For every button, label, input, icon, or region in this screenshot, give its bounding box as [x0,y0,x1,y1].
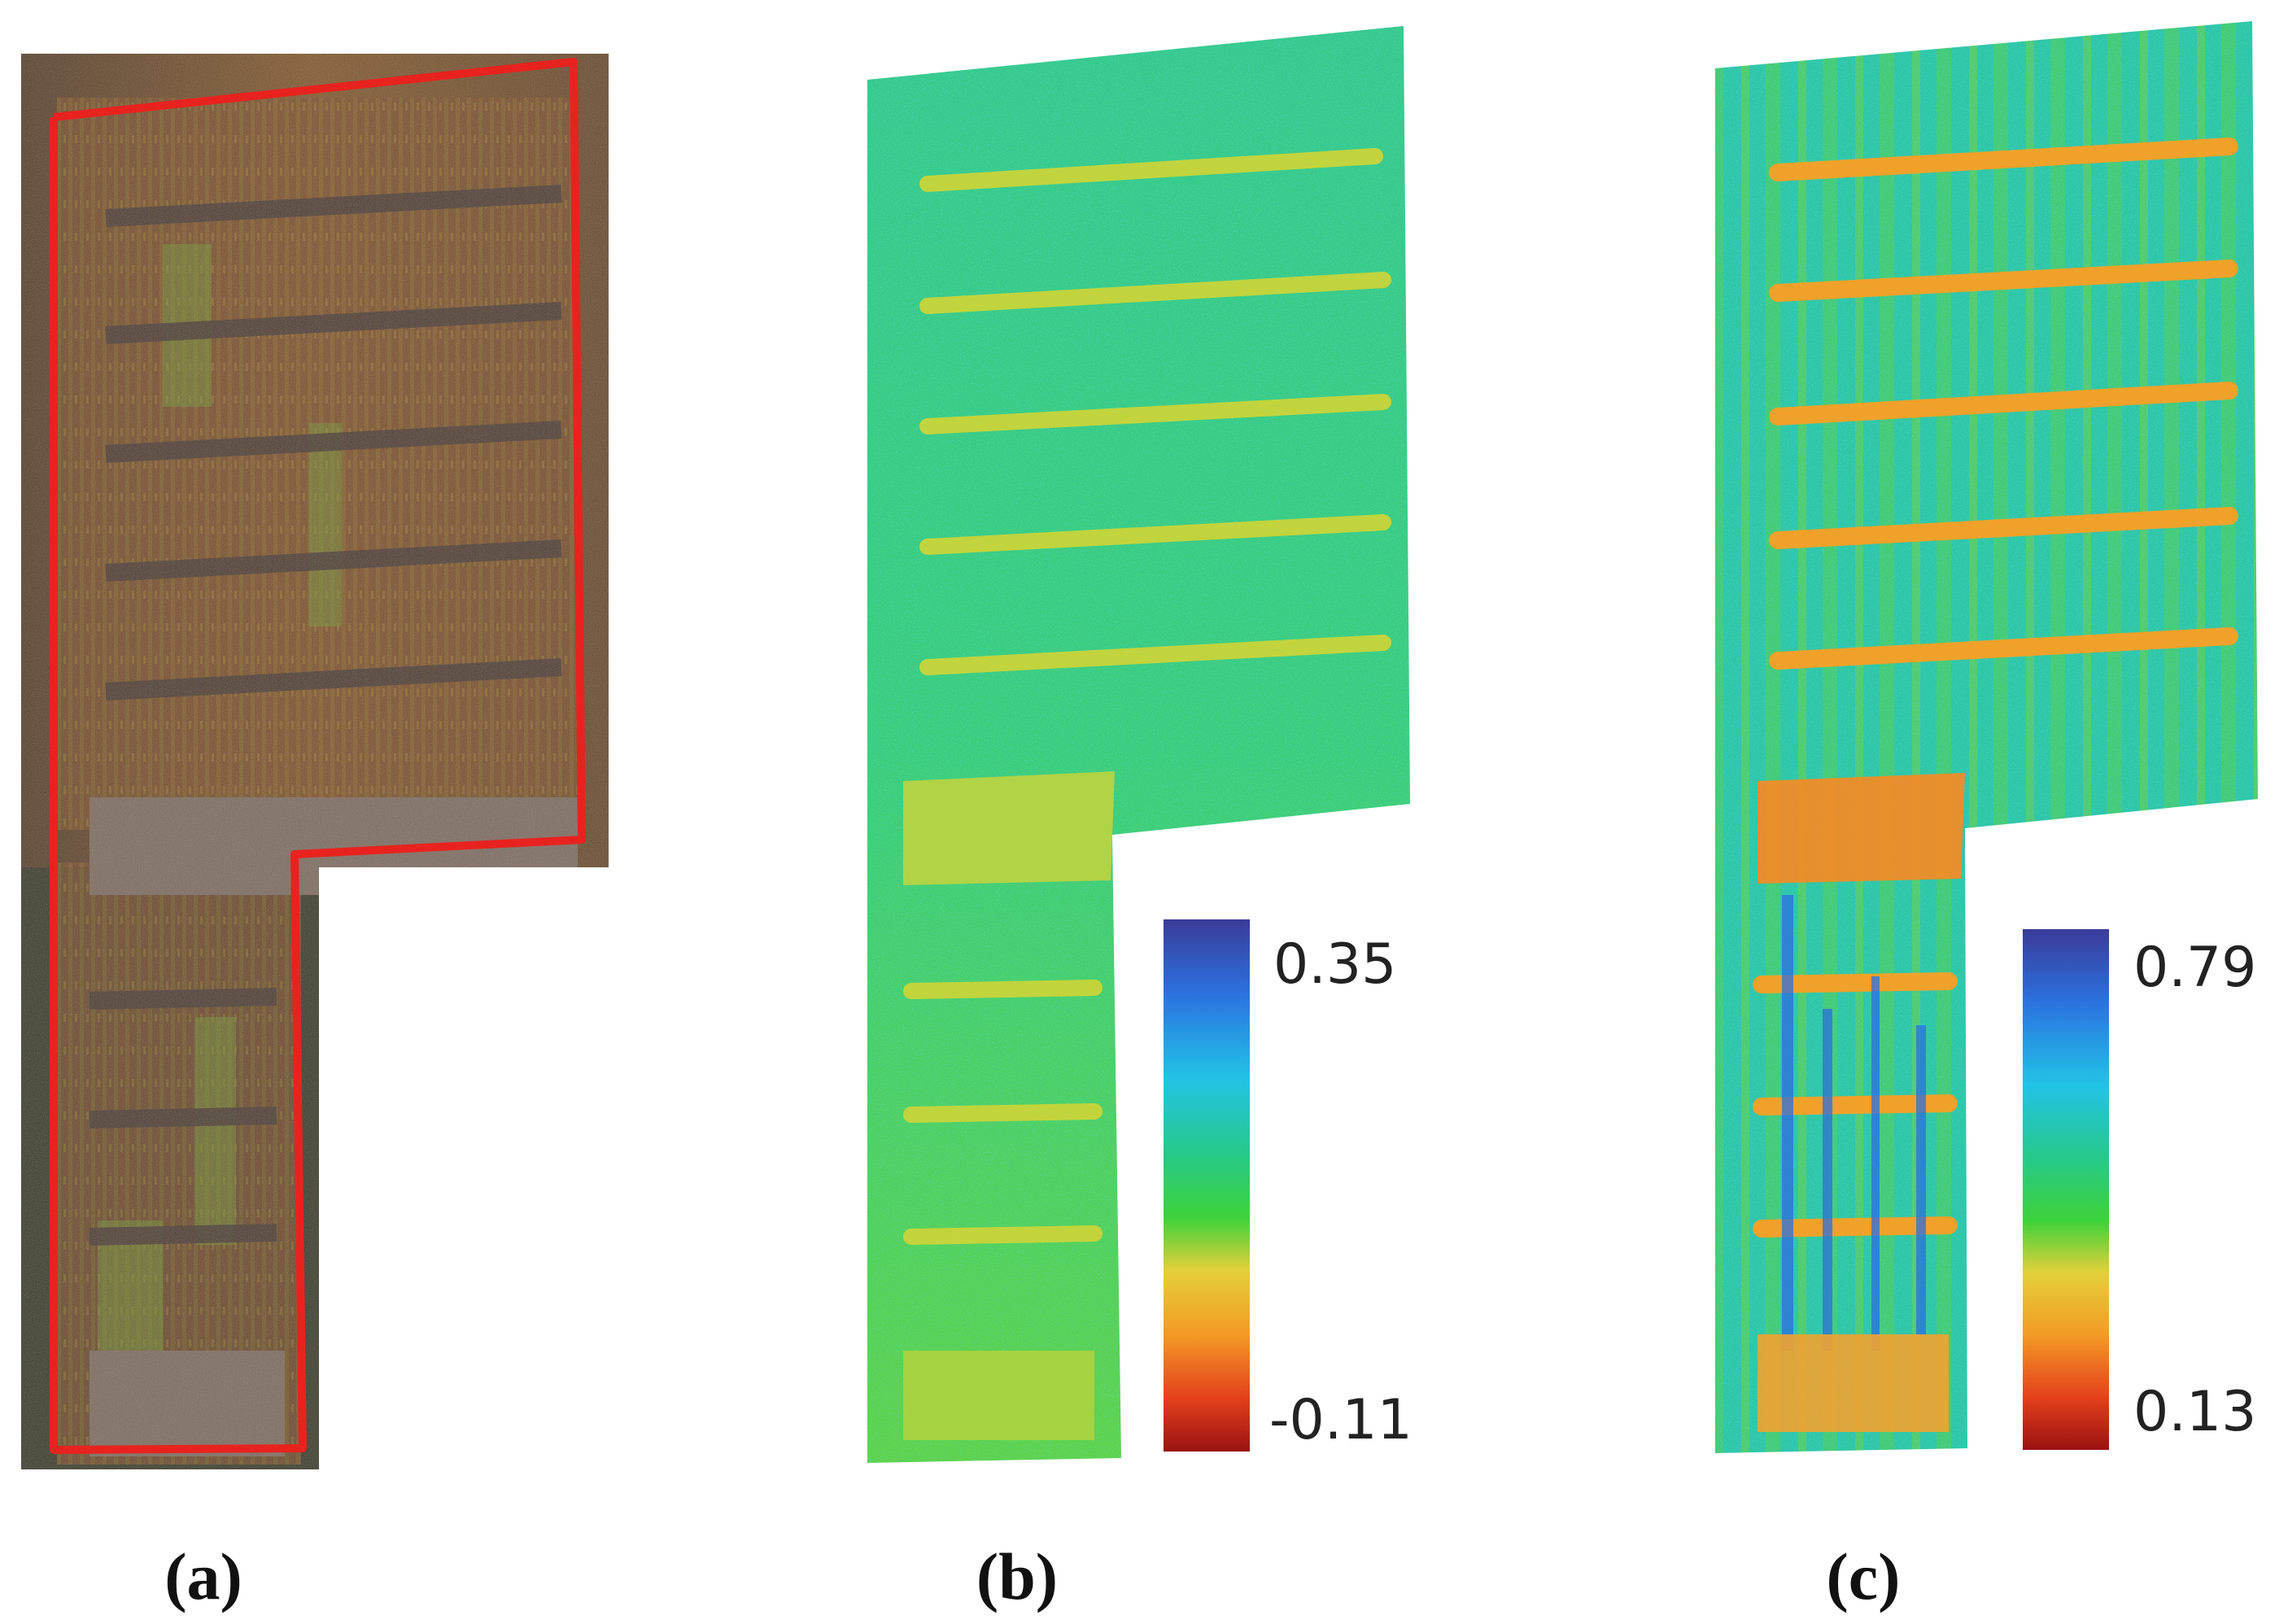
panel-b-colorbar-min-label: -0.11 [1269,1388,1413,1452]
panel-b-index-map [867,26,1410,1463]
panel-c-colorbar-max-label: 0.79 [2133,936,2256,1000]
panel-b-colorbar [1164,919,1250,1452]
panel-a-caption: (a) [164,1539,242,1613]
panel-c-colorbar [2023,929,2109,1450]
panel-a-orthophoto [21,54,612,1486]
panel-b-colorbar-max-label: 0.35 [1273,932,1396,997]
panel-b-caption: (b) [976,1539,1058,1613]
field-boundary-outline [50,58,586,1454]
panel-c-colorbar-min-label: 0.13 [2133,1380,2256,1444]
panel-c-caption: (c) [1826,1539,1900,1613]
panel-c-index-map [1715,21,2258,1453]
